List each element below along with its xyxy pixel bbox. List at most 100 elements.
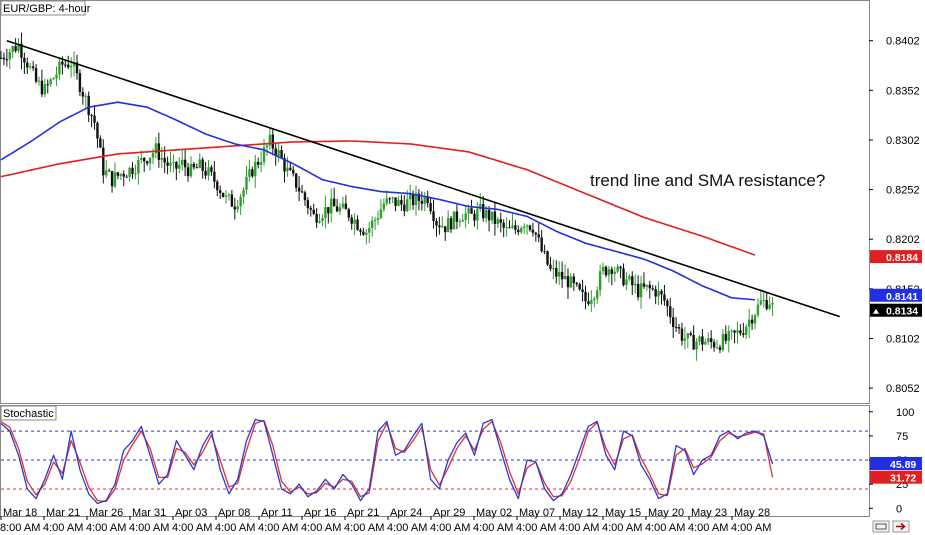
candle-body — [148, 157, 152, 164]
candle-body — [680, 328, 684, 341]
candle-body — [444, 226, 447, 233]
candle-body — [438, 225, 441, 228]
candle-body — [99, 138, 102, 148]
candle-body — [26, 62, 29, 68]
candle-body — [344, 203, 348, 210]
candle-body — [408, 194, 412, 200]
candle-body — [733, 330, 736, 333]
stochastic-badge — [870, 457, 922, 471]
chart-title-box — [0, 0, 86, 16]
sma-slow-line — [0, 140, 756, 256]
candle-body — [736, 330, 739, 333]
candle-body — [707, 338, 710, 342]
candle-body — [502, 222, 505, 228]
candle-body — [505, 227, 508, 229]
candle-body — [67, 64, 70, 68]
candle-body — [175, 161, 178, 169]
candle-body — [648, 284, 652, 289]
price-tick-label: 0.8102 — [886, 333, 920, 345]
candle-body — [759, 300, 763, 305]
candle-body — [625, 279, 628, 286]
scroll-lock-button[interactable] — [872, 520, 890, 533]
candle-body — [771, 302, 774, 305]
time-tick-time: 4:00 AM — [258, 522, 298, 534]
candle-body — [353, 219, 356, 224]
candle-body — [359, 229, 362, 232]
candle-body — [598, 271, 602, 291]
candle-body — [254, 161, 257, 177]
time-tick-date: Apr 16 — [304, 507, 336, 519]
candle-body — [119, 173, 123, 176]
time-tick-time: 4:00 AM — [86, 522, 126, 534]
candle-body — [698, 336, 701, 342]
candle-body — [14, 46, 17, 51]
candle-body — [137, 159, 140, 174]
time-tick-date: May 20 — [648, 507, 684, 519]
price-badge-label: 0.8184 — [886, 252, 918, 264]
candle-body — [315, 213, 318, 223]
candle-body — [560, 271, 564, 280]
candle-body — [441, 226, 444, 228]
candle-body — [601, 266, 605, 272]
time-tick-date: May 15 — [605, 507, 641, 519]
candle-body — [262, 147, 266, 163]
candle-body — [572, 276, 576, 283]
candle-body — [397, 199, 400, 206]
candle-body — [636, 284, 640, 298]
candle-body — [265, 145, 269, 148]
candle-body — [721, 334, 725, 350]
time-tick-time: 4:00 AM — [731, 522, 771, 534]
candle-body — [619, 266, 622, 269]
stochastic-title-box — [0, 405, 57, 421]
scroll-to-end-button[interactable] — [892, 520, 910, 533]
candle-body — [140, 158, 143, 160]
candle-body — [277, 149, 280, 156]
time-axis: Mar 18 8:00 AM Mar 21 4:00 AM Mar 26 4:00 AM M… — [0, 507, 771, 534]
candle-body — [546, 251, 549, 265]
candle-body — [309, 208, 312, 210]
candle-body — [72, 62, 76, 67]
time-tick-time: 4:00 AM — [559, 522, 599, 534]
candle-body — [43, 84, 47, 95]
candle-body — [768, 304, 771, 309]
candle-body — [324, 207, 327, 218]
candle-body — [426, 196, 429, 204]
candle-body — [286, 167, 289, 172]
candle-body — [739, 330, 742, 334]
candle-body — [487, 210, 491, 221]
time-tick-date: Mar 31 — [132, 507, 166, 519]
candle-body — [522, 226, 526, 229]
candle-body — [292, 169, 295, 174]
price-plot-area — [0, 32, 841, 361]
time-tick-date: Apr 21 — [347, 507, 379, 519]
candle-body — [151, 153, 155, 158]
candle-body — [294, 173, 298, 188]
candle-body — [61, 61, 64, 65]
candle-body — [306, 200, 310, 209]
candle-body — [730, 330, 733, 332]
candle-body — [528, 225, 532, 230]
candle-body — [37, 80, 41, 82]
candle-body — [566, 275, 570, 288]
candle-body — [84, 95, 87, 97]
candle-body — [417, 193, 421, 201]
time-tick-time: 4:00 AM — [516, 522, 556, 534]
candle-body — [695, 341, 698, 350]
time-tick-time: 4:00 AM — [688, 522, 728, 534]
time-tick-date: Mar 21 — [46, 507, 80, 519]
candle-body — [476, 208, 479, 221]
candle-body — [248, 169, 251, 177]
candle-body — [198, 159, 201, 168]
candle-body — [131, 167, 134, 174]
candle-body — [216, 181, 219, 191]
candle-body — [195, 167, 199, 169]
candle-body — [300, 191, 304, 193]
candle-body — [207, 167, 210, 176]
trend-line[interactable] — [6, 39, 841, 318]
candle-body — [347, 209, 350, 218]
stochastic-k-line — [0, 418, 774, 505]
candle-body — [587, 301, 590, 304]
price-tick-label: 0.8052 — [886, 383, 920, 395]
stochastic-tick-label: 100 — [896, 407, 914, 419]
